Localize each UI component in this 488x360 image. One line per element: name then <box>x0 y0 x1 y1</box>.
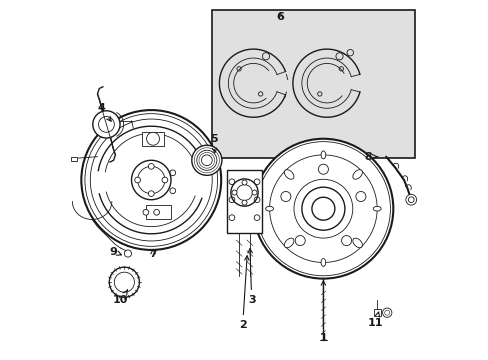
Ellipse shape <box>321 151 325 159</box>
Text: 5: 5 <box>210 134 217 153</box>
Text: 8: 8 <box>364 152 377 162</box>
Circle shape <box>137 166 164 194</box>
Circle shape <box>311 197 334 220</box>
Text: 3: 3 <box>247 248 255 305</box>
Circle shape <box>301 187 344 230</box>
Ellipse shape <box>284 170 293 179</box>
Circle shape <box>142 210 148 215</box>
Circle shape <box>318 164 328 174</box>
Circle shape <box>405 194 416 205</box>
Ellipse shape <box>265 206 273 211</box>
Text: 4: 4 <box>97 103 111 121</box>
Circle shape <box>382 308 391 318</box>
Text: 10: 10 <box>113 290 128 305</box>
Circle shape <box>355 192 365 202</box>
Circle shape <box>251 190 257 195</box>
Bar <box>212 10 414 158</box>
Circle shape <box>124 250 131 257</box>
Circle shape <box>231 190 237 195</box>
Circle shape <box>99 117 114 132</box>
Circle shape <box>295 235 305 246</box>
Circle shape <box>81 110 221 250</box>
Text: 9: 9 <box>109 247 121 257</box>
Circle shape <box>242 180 246 185</box>
Text: 7: 7 <box>149 248 157 258</box>
Ellipse shape <box>352 170 362 179</box>
Circle shape <box>201 155 212 166</box>
Circle shape <box>148 163 154 169</box>
Circle shape <box>135 177 140 183</box>
Circle shape <box>236 185 252 201</box>
Circle shape <box>109 267 139 297</box>
Circle shape <box>341 235 351 246</box>
Text: 2: 2 <box>238 256 248 330</box>
Circle shape <box>148 191 154 197</box>
Circle shape <box>131 160 171 200</box>
Bar <box>227 170 261 233</box>
Circle shape <box>293 179 352 238</box>
Circle shape <box>253 139 392 279</box>
Circle shape <box>242 200 246 205</box>
Circle shape <box>230 179 258 206</box>
Bar <box>145 205 171 220</box>
Circle shape <box>146 132 159 145</box>
Circle shape <box>93 111 120 138</box>
Bar <box>142 132 163 146</box>
Ellipse shape <box>284 238 293 248</box>
Circle shape <box>196 150 217 170</box>
Circle shape <box>191 145 222 175</box>
Ellipse shape <box>352 238 362 248</box>
Text: 1: 1 <box>319 281 326 343</box>
Ellipse shape <box>321 258 325 266</box>
Circle shape <box>162 177 167 183</box>
Circle shape <box>280 192 290 202</box>
Circle shape <box>114 272 134 292</box>
Bar <box>70 157 77 161</box>
Circle shape <box>153 210 159 215</box>
Text: 6: 6 <box>276 12 284 22</box>
Text: 11: 11 <box>367 312 383 328</box>
Ellipse shape <box>372 206 380 211</box>
Circle shape <box>90 119 212 241</box>
Bar <box>373 309 380 316</box>
